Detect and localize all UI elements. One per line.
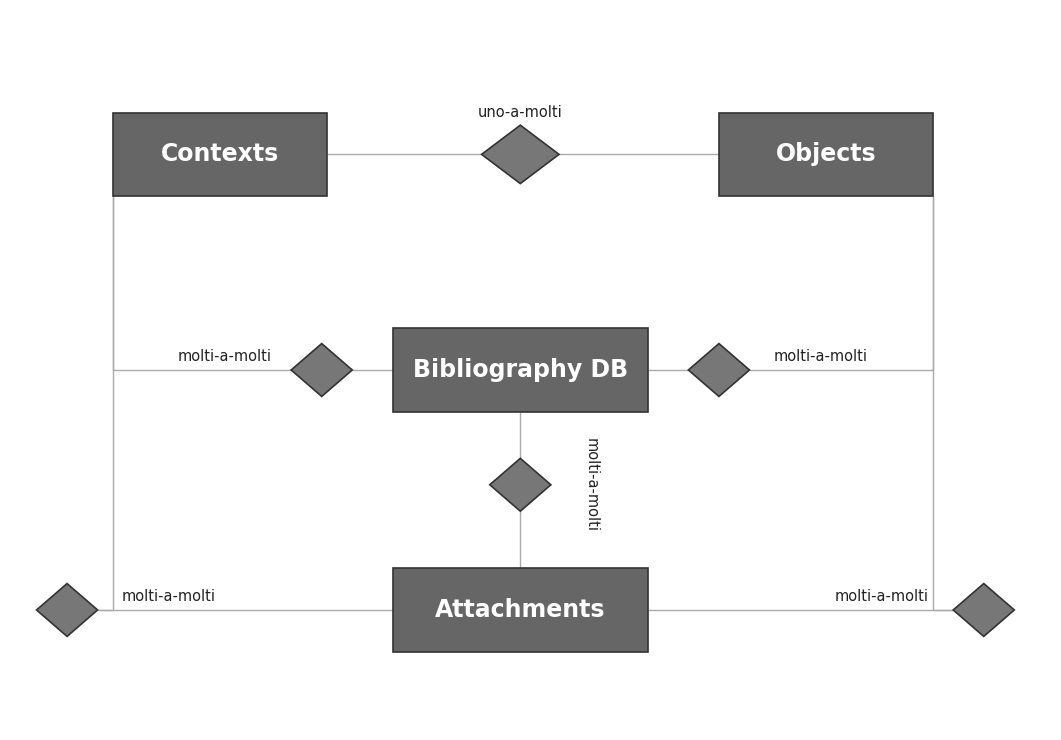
FancyBboxPatch shape [393,568,647,652]
Text: molti-a-molti: molti-a-molti [178,349,272,363]
Text: Attachments: Attachments [435,598,606,622]
Text: uno-a-molti: uno-a-molti [477,105,562,120]
Text: molti-a-molti: molti-a-molti [122,588,215,604]
Text: Contexts: Contexts [160,142,279,166]
Text: molti-a-molti: molti-a-molti [585,438,599,532]
Polygon shape [953,584,1014,636]
Polygon shape [482,125,559,184]
Polygon shape [291,343,352,397]
Text: molti-a-molti: molti-a-molti [773,349,868,363]
Polygon shape [490,458,551,511]
FancyBboxPatch shape [112,112,327,196]
Text: molti-a-molti: molti-a-molti [835,588,928,604]
Text: Bibliography DB: Bibliography DB [413,358,628,382]
Text: Objects: Objects [776,142,876,166]
FancyBboxPatch shape [719,112,933,196]
FancyBboxPatch shape [393,329,647,411]
Polygon shape [689,343,749,397]
Polygon shape [36,584,98,636]
